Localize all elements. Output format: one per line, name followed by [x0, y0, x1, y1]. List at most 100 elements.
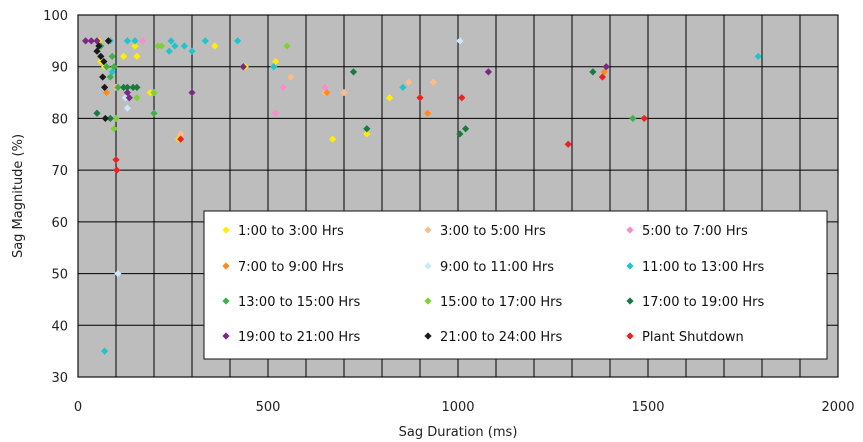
- data-point: [363, 130, 371, 138]
- x-tick-label: 1500: [631, 400, 664, 415]
- data-point: [272, 109, 280, 117]
- data-point: [112, 114, 120, 123]
- x-axis-label: Sag Duration (ms): [399, 425, 518, 440]
- data-point: [154, 42, 162, 50]
- data-point: [349, 68, 358, 76]
- data-point: [110, 125, 118, 133]
- data-point: [165, 47, 173, 55]
- data-point: [112, 156, 120, 164]
- data-point: [234, 37, 242, 45]
- data-point: [113, 166, 121, 174]
- y-tick-label: 90: [51, 61, 68, 76]
- legend-marker: [424, 226, 432, 234]
- data-point: [462, 125, 470, 133]
- data-point: [101, 347, 109, 355]
- legend-marker: [222, 226, 230, 234]
- data-point: [287, 73, 295, 81]
- data-point: [458, 94, 466, 102]
- data-point: [93, 37, 101, 45]
- data-point: [110, 63, 118, 71]
- data-point: [279, 83, 287, 91]
- legend-box: [203, 210, 828, 360]
- data-point: [114, 83, 122, 91]
- data-point: [131, 37, 139, 45]
- legend-marker: [626, 226, 634, 234]
- data-point: [123, 83, 131, 91]
- data-point: [272, 57, 280, 66]
- legend-label: 21:00 to 24:00 Hrs: [440, 330, 562, 345]
- data-point: [121, 94, 130, 102]
- y-tick-label: 50: [51, 268, 68, 283]
- legend-marker: [626, 332, 634, 340]
- legend-marker: [424, 332, 432, 340]
- legend-label: 9:00 to 11:00 Hrs: [440, 260, 554, 275]
- data-point: [106, 114, 114, 123]
- x-tick-labels: 0 500 1000 1500 2000: [74, 400, 855, 415]
- data-point: [188, 88, 196, 97]
- data-points: [82, 37, 762, 355]
- y-axis-label: Sag Magnitude (%): [11, 134, 26, 258]
- x-tick-label: 0: [74, 400, 82, 415]
- data-point: [429, 78, 437, 86]
- y-tick-label: 30: [51, 371, 68, 386]
- data-point: [95, 42, 103, 50]
- y-tick-labels: 30 40 50 60 70 80 90 100: [43, 9, 68, 386]
- data-point: [386, 94, 394, 102]
- data-point: [602, 63, 610, 71]
- x-tick-label: 2000: [821, 400, 854, 415]
- legend-marker: [222, 332, 230, 340]
- data-point: [133, 52, 141, 60]
- data-point: [87, 37, 95, 45]
- data-point: [150, 109, 158, 117]
- legend-marker: [626, 262, 634, 270]
- legend-marker: [424, 262, 432, 270]
- data-point: [340, 88, 348, 97]
- legend-marker: [626, 297, 634, 305]
- data-point: [93, 109, 101, 117]
- y-tick-label: 70: [51, 164, 68, 179]
- data-point: [104, 37, 112, 45]
- x-tick-label: 500: [256, 400, 281, 415]
- data-point: [177, 130, 185, 138]
- data-point: [239, 63, 247, 71]
- data-point: [167, 37, 175, 45]
- legend: 1:00 to 3:00 Hrs 3:00 to 5:00 Hrs 5:00 to …: [203, 210, 828, 360]
- legend-label: 3:00 to 5:00 Hrs: [440, 224, 546, 239]
- legend-label: 11:00 to 13:00 Hrs: [642, 260, 764, 275]
- data-point: [123, 37, 131, 45]
- legend-marker: [222, 262, 230, 270]
- data-point: [283, 42, 291, 50]
- x-tick-label: 1000: [441, 400, 474, 415]
- legend-label: 13:00 to 15:00 Hrs: [238, 295, 360, 310]
- legend-label: Plant Shutdown: [642, 330, 744, 345]
- data-point: [82, 37, 90, 45]
- data-point: [120, 52, 128, 60]
- data-point: [598, 73, 606, 81]
- data-point: [133, 94, 141, 102]
- data-point: [101, 83, 109, 91]
- y-tick-label: 80: [51, 112, 68, 127]
- data-point: [97, 52, 105, 60]
- legend-marker: [424, 297, 432, 305]
- data-point: [131, 42, 139, 50]
- data-point: [399, 83, 407, 91]
- data-point: [158, 42, 166, 50]
- data-point: [120, 83, 128, 91]
- legend-label: 1:00 to 3:00 Hrs: [238, 224, 344, 239]
- data-point: [270, 63, 278, 71]
- data-point: [329, 135, 337, 143]
- data-point: [177, 135, 185, 143]
- data-point: [133, 83, 141, 91]
- data-point: [323, 88, 331, 97]
- data-point: [171, 42, 179, 50]
- legend-label: 7:00 to 9:00 Hrs: [238, 260, 344, 275]
- data-point: [640, 114, 648, 123]
- y-tick-label: 60: [51, 216, 68, 231]
- legend-marker: [222, 297, 230, 305]
- data-point: [424, 109, 432, 117]
- data-point: [114, 269, 122, 278]
- data-point: [201, 37, 209, 45]
- legend-label: 5:00 to 7:00 Hrs: [642, 224, 748, 239]
- legend-label: 19:00 to 21:00 Hrs: [238, 330, 360, 345]
